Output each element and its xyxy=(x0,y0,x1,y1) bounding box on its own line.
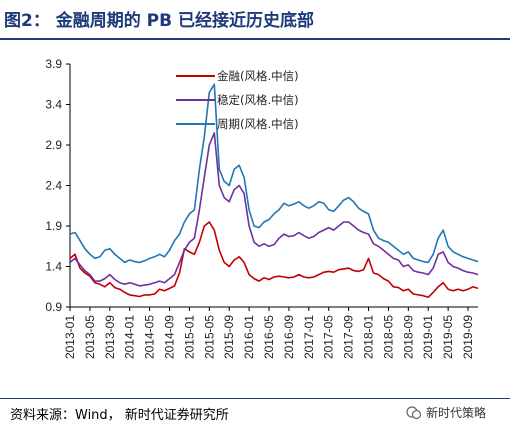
series-line-0 xyxy=(69,221,479,299)
x-tick-label: 2016-09 xyxy=(282,315,296,359)
x-tick-label: 2018-05 xyxy=(381,315,395,359)
y-tick-label: 3.9 xyxy=(45,57,62,71)
y-tick-label: 0.9 xyxy=(45,300,62,314)
y-tick-label: 3.4 xyxy=(45,98,62,112)
x-tick-label: 2015-05 xyxy=(202,315,216,359)
source-note: 资料来源：Wind， 新时代证券研究所 xyxy=(10,408,229,423)
x-tick-label: 2014-09 xyxy=(163,315,177,359)
x-tick-label: 2018-01 xyxy=(362,315,376,359)
series-line-2 xyxy=(69,83,479,264)
x-tick-label: 2015-01 xyxy=(182,315,196,359)
x-tick-label: 2015-09 xyxy=(222,315,236,359)
legend-label: 金融(风格.中信) xyxy=(217,69,299,83)
series-lines xyxy=(69,83,479,299)
x-tick-label: 2019-01 xyxy=(421,315,435,359)
legend-label: 周期(风格.中信) xyxy=(217,117,299,131)
series-line-1 xyxy=(69,132,479,287)
x-tick-label: 2014-05 xyxy=(143,315,157,359)
x-tick-label: 2019-05 xyxy=(441,315,455,359)
line-chart: 0.9 1.4 1.9 2.4 2.9 3.4 3.9 2013-01 2013-05 2013-… xyxy=(45,57,479,359)
x-tick-label: 2018-09 xyxy=(401,315,415,359)
figure-title: 图2： 金融周期的 PB 已经接近历史底部 xyxy=(4,11,315,31)
legend-label: 稳定(风格.中信) xyxy=(217,93,299,107)
x-tick-label: 2016-05 xyxy=(262,315,276,359)
x-tick-label: 2013-09 xyxy=(103,315,117,359)
x-tick-label: 2014-01 xyxy=(123,315,137,359)
x-tick-label: 2017-09 xyxy=(342,315,356,359)
axes: 0.9 1.4 1.9 2.4 2.9 3.4 3.9 2013-01 2013-05 2013-… xyxy=(45,57,478,359)
x-tick-label: 2017-05 xyxy=(322,315,336,359)
x-tick-label: 2019-09 xyxy=(461,315,475,359)
source-divider xyxy=(0,398,510,399)
x-tick-label: 2013-05 xyxy=(83,315,97,359)
legend: 金融(风格.中信) 稳定(风格.中信) 周期(风格.中信) xyxy=(176,69,299,131)
title-divider xyxy=(0,38,510,40)
x-tick-label: 2017-01 xyxy=(302,315,316,359)
x-tick-label: 2013-01 xyxy=(63,315,77,359)
y-tick-label: 2.4 xyxy=(45,179,62,193)
y-tick-label: 2.9 xyxy=(45,138,62,152)
wechat-icon xyxy=(406,405,422,419)
watermark-text: 新时代策略 xyxy=(426,406,487,420)
watermark: 新时代策略 xyxy=(406,404,486,421)
y-tick-label: 1.4 xyxy=(45,260,62,274)
y-tick-label: 1.9 xyxy=(45,219,62,233)
x-tick-label: 2016-01 xyxy=(242,315,256,359)
